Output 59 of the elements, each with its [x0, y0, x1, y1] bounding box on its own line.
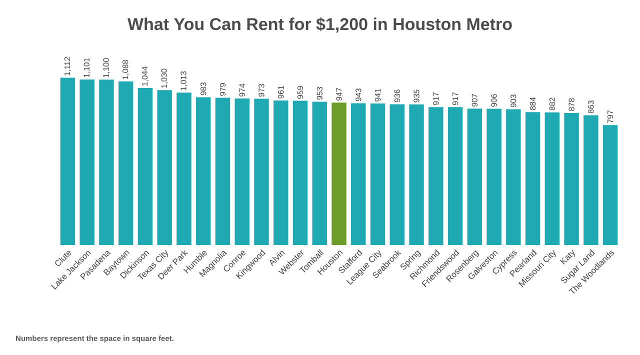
data-label: 1,013 [180, 71, 188, 90]
data-label: 1,101 [84, 58, 90, 78]
data-label: 1,030 [161, 68, 168, 88]
bar [428, 107, 444, 245]
data-label: 936 [394, 90, 400, 102]
data-label: 943 [356, 88, 362, 102]
data-label: 961 [278, 86, 284, 98]
bar [80, 79, 94, 245]
data-label: 878 [568, 98, 574, 111]
bar [544, 112, 560, 245]
bar [525, 112, 540, 245]
data-label: 903 [510, 94, 516, 108]
bar [60, 78, 76, 245]
bar [274, 100, 288, 245]
data-label: 863 [588, 100, 594, 114]
data-label: 1,112 [64, 57, 71, 76]
data-label: 1,100 [103, 58, 110, 78]
bar [157, 90, 172, 245]
data-label: 882 [549, 98, 555, 110]
bar [234, 98, 250, 245]
bar [390, 104, 405, 245]
bar [176, 92, 192, 245]
bar [506, 109, 521, 245]
data-label: 906 [491, 94, 497, 107]
data-label: 907 [472, 94, 478, 107]
bar [467, 108, 482, 245]
bar [409, 104, 424, 245]
bar [138, 88, 153, 245]
data-label: 917 [433, 92, 439, 106]
data-label: 983 [200, 82, 206, 96]
bar [215, 98, 230, 245]
data-label: 947 [336, 88, 342, 101]
data-label: 973 [258, 84, 264, 97]
bar [292, 100, 308, 245]
data-label: 974 [239, 84, 245, 96]
bar [312, 102, 327, 245]
bar [118, 81, 134, 245]
bar [370, 104, 386, 245]
bar [584, 115, 598, 245]
data-label: 935 [414, 90, 420, 102]
data-label: 959 [297, 86, 304, 99]
data-label: 917 [452, 92, 458, 106]
bar [351, 103, 366, 245]
bar [254, 98, 269, 245]
bar [448, 107, 463, 245]
bar [196, 97, 211, 245]
bar [602, 125, 618, 245]
data-label: 1,044 [142, 66, 149, 86]
data-label: 941 [374, 88, 381, 102]
data-label: 797 [607, 110, 614, 124]
data-label: 884 [530, 97, 536, 110]
data-label: 953 [316, 87, 322, 100]
bar [564, 112, 579, 245]
bar [332, 102, 346, 245]
chart-title: What You Can Rent for $1,200 in Houston Metro [128, 17, 512, 33]
bar [486, 108, 502, 245]
data-label: 1,088 [122, 60, 130, 80]
data-label: 979 [220, 83, 226, 96]
bar [99, 80, 114, 245]
